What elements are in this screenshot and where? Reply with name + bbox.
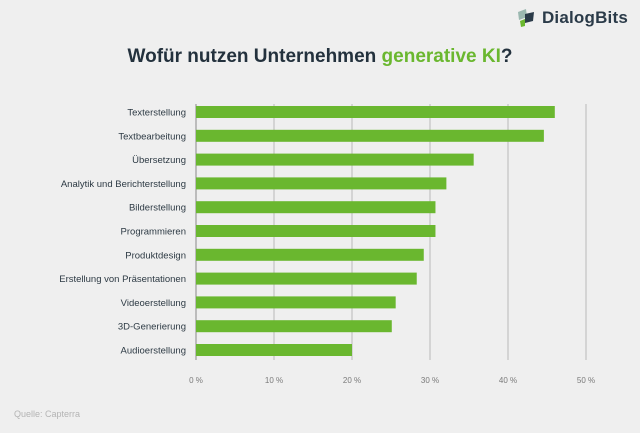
chart-title: Wofür nutzen Unternehmen generative KI? [0, 46, 640, 68]
x-tick-label: 50 % [577, 376, 595, 385]
category-label: Textbearbeitung [118, 131, 186, 142]
dialogbits-logo-icon [517, 9, 534, 27]
category-label: Produktdesign [125, 250, 186, 261]
title-highlight: generative KI [381, 46, 501, 67]
category-label: Programmieren [121, 227, 186, 238]
bar [196, 129, 544, 142]
bar [196, 201, 436, 214]
bar [196, 296, 396, 309]
bar [196, 106, 555, 118]
x-tick-label: 40 % [499, 376, 517, 385]
category-label: Texterstellung [127, 108, 186, 119]
category-label: Bilderstellung [129, 203, 186, 214]
bar [196, 344, 352, 356]
category-label: Audioerstellung [121, 346, 187, 357]
bar [196, 177, 447, 190]
x-tick-label: 20 % [343, 376, 361, 385]
category-label: 3D-Generierung [118, 322, 186, 333]
bar [196, 225, 436, 237]
source-note: Quelle: Capterra [14, 409, 81, 419]
x-tick-label: 30 % [421, 376, 439, 385]
bar [196, 248, 424, 261]
x-tick-label: 10 % [265, 376, 283, 385]
brand-name: DialogBits [541, 8, 628, 27]
bar [196, 272, 417, 285]
category-label: Übersetzung [132, 155, 186, 166]
title-prefix: Wofür nutzen Unternehmen [127, 46, 382, 67]
category-label: Videoerstellung [121, 298, 186, 309]
title-suffix: ? [500, 46, 513, 67]
bar [196, 153, 474, 166]
category-label: Erstellung von Präsentationen [59, 274, 186, 285]
x-tick-label: 0 % [189, 376, 203, 385]
category-label: Analytik und Berichterstellung [61, 179, 186, 190]
brand-logo: DialogBits [516, 8, 628, 28]
bar [196, 320, 392, 333]
